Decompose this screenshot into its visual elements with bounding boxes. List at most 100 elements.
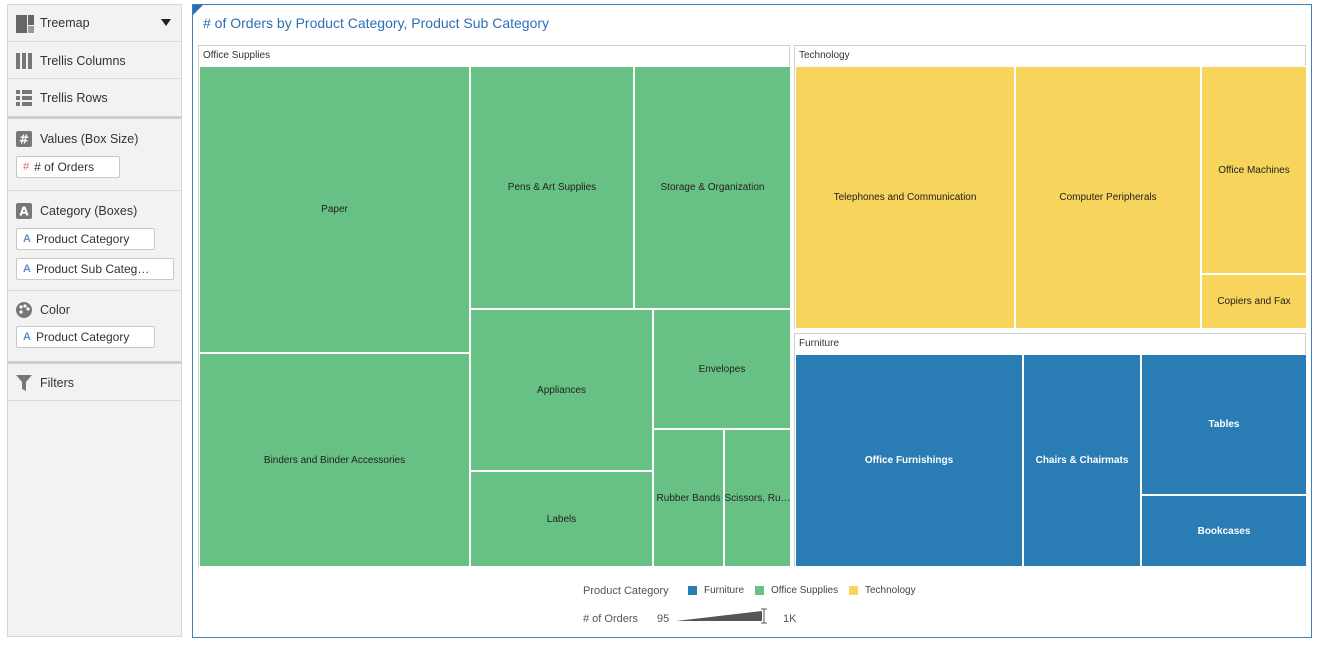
treemap-group-technology[interactable]: Technology Telephones and Communication Co…: [794, 45, 1307, 329]
treemap-cell-copiers-and-fax[interactable]: Copiers and Fax: [1201, 274, 1307, 329]
category-field-label: Product Category: [35, 232, 130, 246]
legend-item-office-supplies[interactable]: Office Supplies: [755, 585, 838, 596]
treemap-cell-appliances[interactable]: Appliances: [470, 309, 653, 471]
values-row: # Values (Box Size): [16, 129, 138, 149]
treemap-cell-label: Appliances: [537, 384, 586, 396]
treemap-cell-scissors-ru[interactable]: Scissors, Ru…: [724, 429, 791, 567]
treemap-cell-computer-peripherals[interactable]: Computer Peripherals: [1015, 66, 1201, 329]
treemap-cell-chairs-chairmats[interactable]: Chairs & Chairmats: [1023, 354, 1141, 567]
trellis-rows-section[interactable]: Trellis Rows: [8, 79, 181, 116]
text-field-icon: A: [23, 263, 31, 275]
treemap-cell-label: Envelopes: [698, 363, 746, 375]
trellis-columns-label: Trellis Columns: [40, 54, 126, 68]
legend-item-technology[interactable]: Technology: [849, 585, 916, 596]
filters-label: Filters: [40, 376, 75, 390]
treemap-cell-tables[interactable]: Tables: [1141, 354, 1307, 495]
color-section: Color A Product Category: [8, 291, 181, 361]
legend-swatch: [755, 586, 764, 595]
chart-frame: # of Orders by Product Category, Product…: [192, 4, 1312, 638]
svg-text:A: A: [19, 205, 29, 219]
filter-icon: [16, 375, 32, 391]
filters-row: Filters: [16, 373, 74, 393]
treemap-cell-label: Office Furnishings: [864, 455, 954, 466]
legend-item-furniture[interactable]: Furniture: [688, 585, 744, 596]
treemap-cell-label: Computer Peripherals: [1059, 192, 1157, 203]
columns-icon: [16, 53, 32, 69]
category-field-pill-2[interactable]: A Product Sub Categ…: [16, 258, 174, 280]
trellis-columns-row: Trellis Columns: [16, 51, 126, 71]
treemap-cell-telephones-and-communication[interactable]: Telephones and Communication: [795, 66, 1015, 329]
treemap-cell-label: Labels: [546, 513, 577, 525]
category-field-pill-1[interactable]: A Product Category: [16, 228, 155, 250]
legend-swatch: [849, 586, 858, 595]
treemap-cell-label: Bookcases: [1197, 525, 1251, 537]
category-row: A Category (Boxes): [16, 201, 137, 221]
treemap-cell-paper[interactable]: Paper: [199, 66, 470, 353]
filters-section[interactable]: Filters: [8, 364, 181, 401]
legend-label: Furniture: [704, 585, 745, 596]
treemap-cell-storage-organization[interactable]: Storage & Organization: [634, 66, 791, 309]
treemap-cell-label: Scissors, Ru…: [724, 492, 791, 504]
size-legend-title: # of Orders: [583, 613, 639, 625]
palette-icon: [16, 302, 32, 318]
chart-config-panel: Treemap Trellis Columns Trellis Rows # V…: [7, 4, 182, 637]
treemap-icon: [16, 15, 34, 33]
values-label: Values (Box Size): [40, 132, 139, 146]
size-legend-min: 95: [657, 613, 670, 625]
panel-divider: [8, 116, 181, 119]
legend-title: Product Category: [583, 585, 669, 597]
treemap-cell-labels[interactable]: Labels: [470, 471, 653, 567]
panel-divider: [8, 361, 181, 364]
legend-label: Office Supplies: [771, 585, 839, 596]
chart-title: # of Orders by Product Category, Product…: [203, 15, 550, 31]
treemap-cell-label: Pens & Art Supplies: [507, 182, 597, 193]
legend-swatch: [688, 586, 697, 595]
treemap-group-label: Furniture: [799, 338, 840, 349]
category-label: Category (Boxes): [40, 204, 138, 218]
size-legend-wedge[interactable]: [676, 608, 776, 626]
color-field-pill[interactable]: A Product Category: [16, 326, 155, 348]
treemap-cell-label: Copiers and Fax: [1217, 296, 1291, 307]
treemap-cell-pens-art-supplies[interactable]: Pens & Art Supplies: [470, 66, 634, 309]
treemap-group-furniture[interactable]: Furniture Office Furnishings Chairs & Chai…: [794, 333, 1307, 567]
chart-type-label: Treemap: [40, 16, 90, 30]
chevron-down-icon[interactable]: [161, 19, 171, 26]
legend-label: Technology: [865, 585, 916, 596]
color-field-label: Product Category: [35, 330, 130, 344]
chart-type-row: Treemap: [16, 13, 90, 33]
treemap-group-office-supplies[interactable]: Office Supplies Paper Binders and Binder A…: [198, 45, 791, 567]
trellis-rows-label: Trellis Rows: [40, 91, 108, 105]
treemap-cell-label: Paper: [321, 204, 348, 215]
category-field-label: Product Sub Categ…: [35, 262, 150, 276]
treemap-cell-label: Telephones and Communication: [833, 192, 977, 203]
size-legend-max: 1K: [783, 613, 797, 625]
rows-icon: [16, 90, 32, 106]
hash-icon: #: [16, 131, 32, 147]
text-field-icon: A: [23, 331, 31, 343]
trellis-columns-section[interactable]: Trellis Columns: [8, 42, 181, 79]
color-label: Color: [40, 303, 70, 317]
treemap-cell-label: Storage & Organization: [660, 182, 765, 193]
treemap-cell-office-machines[interactable]: Office Machines: [1201, 66, 1307, 274]
treemap-cell-bookcases[interactable]: Bookcases: [1141, 495, 1307, 567]
treemap-group-label: Technology: [799, 50, 850, 61]
category-section: A Category (Boxes) A Product Category A …: [8, 191, 181, 291]
treemap-cell-office-furnishings[interactable]: Office Furnishings: [795, 354, 1023, 567]
chart-type-selector[interactable]: Treemap: [8, 5, 181, 42]
values-field-pill[interactable]: # # of Orders: [16, 156, 120, 178]
trellis-rows-row: Trellis Rows: [16, 88, 108, 108]
values-section: # Values (Box Size) # # of Orders: [8, 119, 181, 191]
treemap-cell-label: Binders and Binder Accessories: [263, 454, 406, 466]
treemap-cell-label: Tables: [1208, 419, 1240, 430]
svg-text:#: #: [19, 133, 29, 147]
measure-icon: #: [23, 161, 30, 173]
treemap-cell-envelopes[interactable]: Envelopes: [653, 309, 791, 429]
treemap-cell-label: Office Machines: [1218, 164, 1290, 176]
treemap-cell-label: Chairs & Chairmats: [1035, 455, 1129, 466]
treemap-cell-label: Rubber Bands: [656, 492, 721, 504]
treemap-group-label: Office Supplies: [203, 50, 271, 61]
dimension-icon: A: [16, 203, 32, 219]
text-field-icon: A: [23, 233, 31, 245]
treemap-cell-rubber-bands[interactable]: Rubber Bands: [653, 429, 724, 567]
treemap-cell-binders-and-binder-accessories[interactable]: Binders and Binder Accessories: [199, 353, 470, 567]
